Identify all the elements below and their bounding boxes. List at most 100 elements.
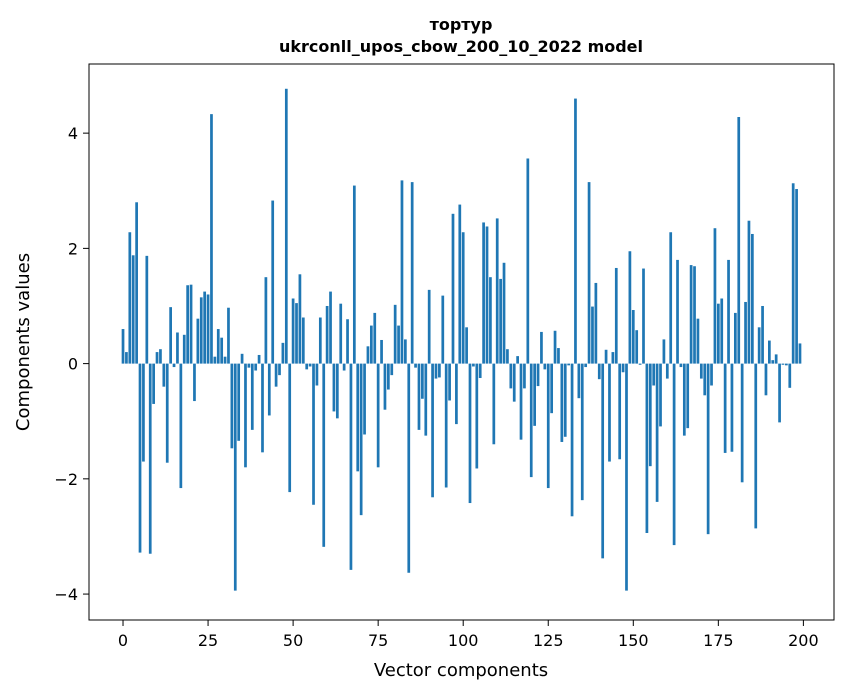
bar-component-5 bbox=[138, 363, 142, 553]
bar-component-118 bbox=[523, 363, 526, 389]
bar-component-67 bbox=[349, 363, 353, 570]
bar-component-23 bbox=[199, 297, 203, 364]
bar-component-89 bbox=[424, 363, 428, 436]
bar-component-96 bbox=[448, 363, 451, 401]
bar-component-16 bbox=[176, 332, 179, 364]
bar-component-145 bbox=[614, 267, 618, 364]
bar-component-196 bbox=[788, 363, 792, 388]
bar-component-97 bbox=[451, 213, 455, 364]
bar-component-62 bbox=[332, 363, 336, 412]
bar-component-131 bbox=[567, 363, 571, 366]
y-tick-label-0: 0 bbox=[68, 355, 78, 374]
bar-component-8 bbox=[148, 363, 152, 554]
bar-component-42 bbox=[264, 277, 268, 364]
bar-component-173 bbox=[710, 363, 713, 386]
bar-component-98 bbox=[455, 363, 458, 425]
bar-component-71 bbox=[363, 363, 366, 435]
bar-component-88 bbox=[421, 363, 424, 399]
bar-component-32 bbox=[230, 363, 234, 449]
plot-frame bbox=[88, 63, 835, 621]
bar-component-147 bbox=[621, 363, 625, 373]
bar-component-179 bbox=[730, 363, 734, 452]
bar-component-116 bbox=[516, 356, 519, 364]
bar-component-37 bbox=[247, 363, 251, 368]
bar-component-189 bbox=[764, 363, 768, 396]
bar-component-108 bbox=[489, 277, 492, 364]
bar-component-26 bbox=[210, 114, 213, 364]
bar-component-138 bbox=[591, 306, 594, 364]
bar-component-86 bbox=[414, 363, 417, 368]
bar-component-151 bbox=[635, 330, 639, 364]
bar-component-95 bbox=[444, 363, 448, 488]
bar-component-57 bbox=[315, 363, 319, 386]
bar-component-115 bbox=[512, 363, 516, 402]
bar-component-185 bbox=[751, 233, 754, 364]
bar-component-50 bbox=[291, 298, 295, 364]
bar-component-30 bbox=[223, 356, 227, 364]
bar-component-83 bbox=[404, 339, 407, 364]
bar-component-191 bbox=[771, 360, 775, 364]
bar-component-70 bbox=[359, 363, 363, 516]
bar-component-43 bbox=[267, 363, 271, 416]
bar-component-148 bbox=[625, 363, 628, 591]
bar-component-167 bbox=[689, 265, 693, 364]
bar-component-175 bbox=[716, 303, 720, 364]
bar-component-112 bbox=[502, 262, 506, 364]
bar-component-172 bbox=[706, 363, 710, 535]
bar-component-22 bbox=[196, 318, 200, 364]
bar-component-166 bbox=[686, 363, 690, 429]
bar-component-130 bbox=[563, 363, 567, 437]
bar-component-7 bbox=[145, 255, 149, 364]
bar-component-150 bbox=[631, 310, 635, 364]
y-tick-label--2: −2 bbox=[54, 470, 78, 489]
bar-component-60 bbox=[325, 305, 329, 364]
bar-component-194 bbox=[781, 363, 785, 365]
bar-component-184 bbox=[747, 220, 751, 364]
bar-component-6 bbox=[142, 363, 145, 462]
bar-component-18 bbox=[182, 334, 186, 364]
bar-component-45 bbox=[274, 363, 278, 387]
bar-component-100 bbox=[461, 232, 465, 364]
bar-component-109 bbox=[492, 363, 496, 445]
bar-component-159 bbox=[662, 339, 666, 364]
bar-component-14 bbox=[169, 307, 172, 364]
bar-component-41 bbox=[261, 363, 264, 453]
bar-component-58 bbox=[318, 317, 322, 364]
bar-component-35 bbox=[240, 353, 244, 364]
bar-component-176 bbox=[720, 298, 724, 364]
bar-component-136 bbox=[584, 363, 588, 368]
bar-component-53 bbox=[301, 317, 305, 364]
bar-component-105 bbox=[478, 363, 482, 379]
bar-component-106 bbox=[482, 222, 485, 364]
bar-component-126 bbox=[550, 363, 554, 414]
bar-component-33 bbox=[233, 363, 237, 591]
bar-component-68 bbox=[352, 185, 356, 364]
bar-component-28 bbox=[216, 329, 220, 364]
bar-component-31 bbox=[227, 307, 230, 364]
y-tick-label--4: −4 bbox=[54, 585, 78, 604]
bar-component-128 bbox=[557, 348, 560, 364]
bar-component-20 bbox=[189, 284, 193, 364]
bar-component-39 bbox=[254, 363, 258, 371]
bar-component-121 bbox=[533, 363, 536, 426]
bar-component-132 bbox=[570, 363, 574, 517]
bar-component-111 bbox=[499, 278, 502, 364]
bar-component-140 bbox=[597, 363, 601, 380]
bar-component-55 bbox=[308, 363, 312, 367]
bar-component-141 bbox=[601, 363, 605, 559]
bar-component-101 bbox=[465, 327, 468, 364]
bar-component-125 bbox=[546, 363, 550, 489]
bar-component-93 bbox=[438, 363, 441, 378]
bar-component-119 bbox=[526, 158, 530, 364]
bar-component-168 bbox=[693, 266, 696, 364]
bar-component-34 bbox=[237, 363, 241, 441]
bar-component-82 bbox=[400, 180, 404, 364]
bar-component-146 bbox=[618, 363, 622, 460]
bar-component-164 bbox=[679, 363, 683, 368]
bar-component-24 bbox=[203, 291, 207, 364]
x-tick-label-50: 50 bbox=[283, 631, 303, 650]
bar-component-12 bbox=[162, 363, 166, 387]
bar-component-92 bbox=[434, 363, 438, 379]
bar-component-64 bbox=[339, 303, 343, 364]
